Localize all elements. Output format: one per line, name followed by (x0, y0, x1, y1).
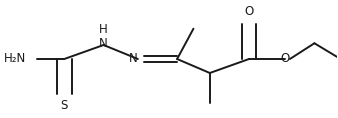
Text: N: N (99, 37, 108, 50)
Text: O: O (244, 5, 254, 18)
Text: S: S (61, 99, 68, 112)
Text: H₂N: H₂N (4, 53, 26, 65)
Text: O: O (281, 53, 290, 65)
Text: N: N (129, 53, 138, 65)
Text: H: H (99, 23, 108, 36)
